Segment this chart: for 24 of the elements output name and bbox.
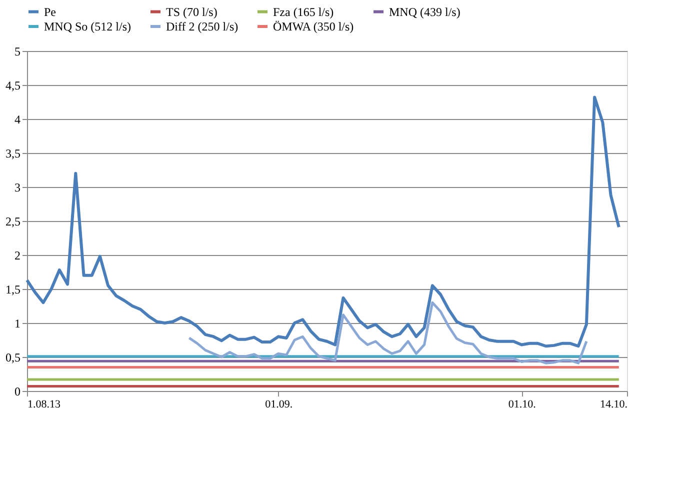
y-tick-label: 3,5 — [6, 146, 20, 160]
y-tick-label: 1,5 — [6, 282, 20, 296]
y-tick-label: 1 — [14, 316, 20, 330]
x-tick-label: 01.10. — [508, 398, 536, 410]
y-tick-label: 0,5 — [6, 350, 20, 364]
legend-label: Diff 2 (250 l/s) — [166, 20, 238, 34]
legend-label: TS (70 l/s) — [166, 4, 218, 19]
x-tick-label: 1.08.13 — [28, 398, 61, 410]
y-tick-label: 2,5 — [6, 214, 20, 228]
y-tick-label: 5 — [14, 44, 20, 58]
legend-label: ÖMWA (350 l/s) — [273, 20, 354, 34]
x-tick-label: 01.09. — [265, 398, 293, 410]
legend-label: MNQ (439 l/s) — [389, 4, 460, 19]
legend-label: Fza (165 l/s) — [273, 4, 334, 19]
legend-label: MNQ So (512 l/s) — [44, 20, 132, 34]
x-tick-label: 14.10. — [600, 398, 628, 410]
y-tick-label: 4,5 — [6, 78, 20, 92]
line-series — [26, 96, 620, 348]
y-tick-label: 2 — [14, 248, 20, 262]
y-tick-label: 0 — [14, 384, 20, 398]
legend-label: Pe — [44, 4, 56, 19]
line-series — [188, 301, 588, 364]
y-tick-label: 4 — [14, 112, 20, 126]
y-tick-label: 3 — [14, 180, 20, 194]
